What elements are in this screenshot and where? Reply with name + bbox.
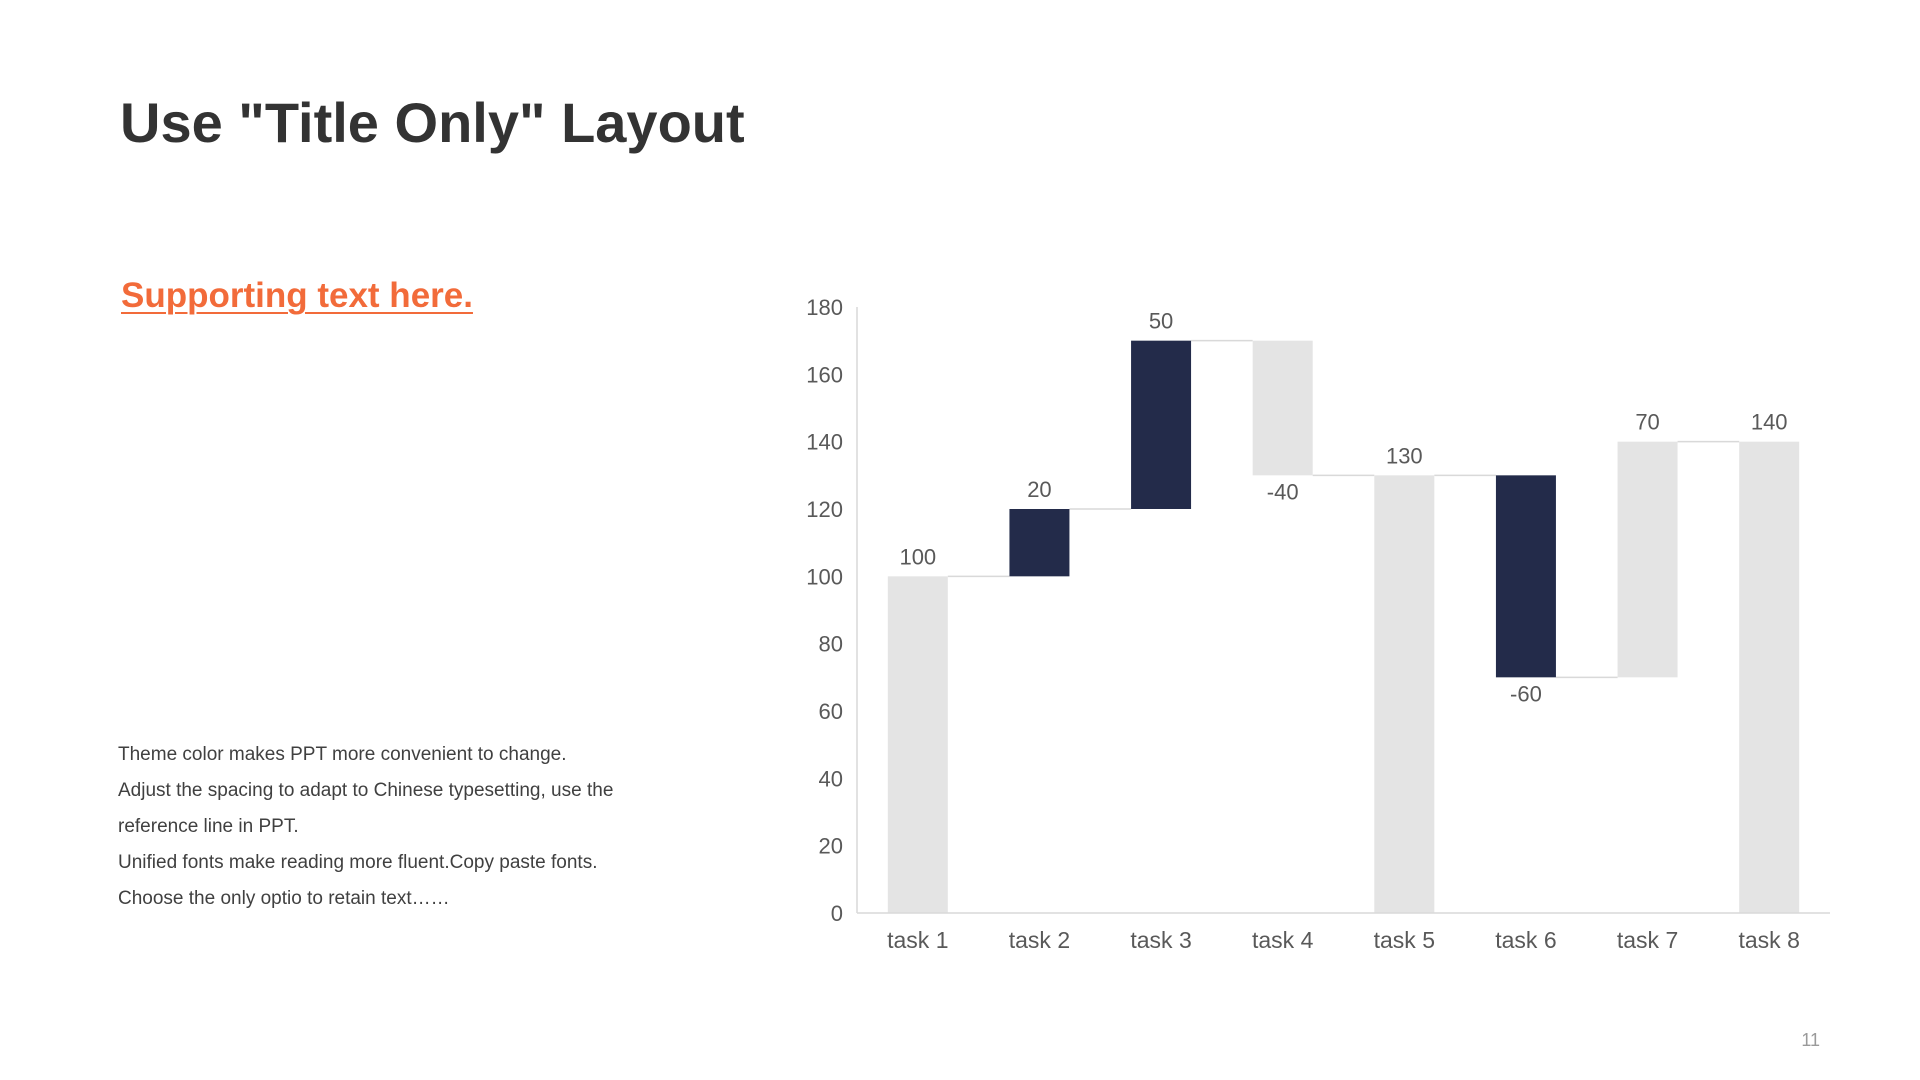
data-label: 100 [899, 544, 936, 569]
bar-task-6 [1495, 475, 1556, 678]
x-tick-label: task 3 [1130, 927, 1191, 953]
bar-task-8 [1739, 441, 1800, 913]
body-line-4: Unified fonts make reading more fluent.C… [118, 852, 598, 873]
data-label: 20 [1027, 477, 1051, 502]
bar-task-1 [887, 576, 948, 913]
y-tick-label: 80 [819, 632, 843, 657]
supporting-text-link[interactable]: Supporting text here. [121, 276, 473, 315]
x-tick-label: task 7 [1617, 927, 1678, 953]
page-number: 11 [1801, 1030, 1820, 1050]
data-label: 140 [1751, 410, 1788, 435]
bar-task-3 [1131, 340, 1192, 509]
bar-task-4 [1252, 340, 1313, 476]
x-tick-label: task 5 [1374, 927, 1435, 953]
data-label: 70 [1635, 410, 1659, 435]
slide-title: Use "Title Only" Layout [120, 91, 745, 154]
data-label: -60 [1510, 681, 1542, 706]
x-tick-label: task 2 [1009, 927, 1070, 953]
y-tick-label: 20 [819, 834, 843, 859]
body-line-2: Adjust the spacing to adapt to Chinese t… [118, 780, 614, 801]
y-tick-label: 0 [831, 901, 843, 926]
body-line-5: Choose the only optio to retain text…… [118, 888, 450, 909]
body-line-1: Theme color makes PPT more convenient to… [118, 744, 567, 765]
y-tick-label: 160 [806, 362, 843, 387]
y-tick-label: 40 [819, 766, 843, 791]
data-label: -40 [1267, 479, 1299, 504]
x-tick-label: task 4 [1252, 927, 1314, 953]
data-label: 130 [1386, 443, 1423, 468]
bar-task-5 [1374, 475, 1435, 913]
y-tick-label: 180 [806, 295, 843, 320]
body-line-3: reference line in PPT. [118, 816, 299, 837]
body-text: Theme color makes PPT more convenient to… [118, 737, 678, 917]
x-tick-label: task 6 [1495, 927, 1556, 953]
bar-task-2 [1009, 509, 1070, 577]
x-tick-label: task 1 [887, 927, 948, 953]
y-tick-label: 140 [806, 430, 843, 455]
y-tick-label: 120 [806, 497, 843, 522]
bar-task-7 [1617, 441, 1678, 678]
y-tick-label: 60 [819, 699, 843, 724]
y-tick-label: 100 [806, 564, 843, 589]
x-tick-label: task 8 [1739, 927, 1800, 953]
data-label: 50 [1149, 309, 1173, 334]
